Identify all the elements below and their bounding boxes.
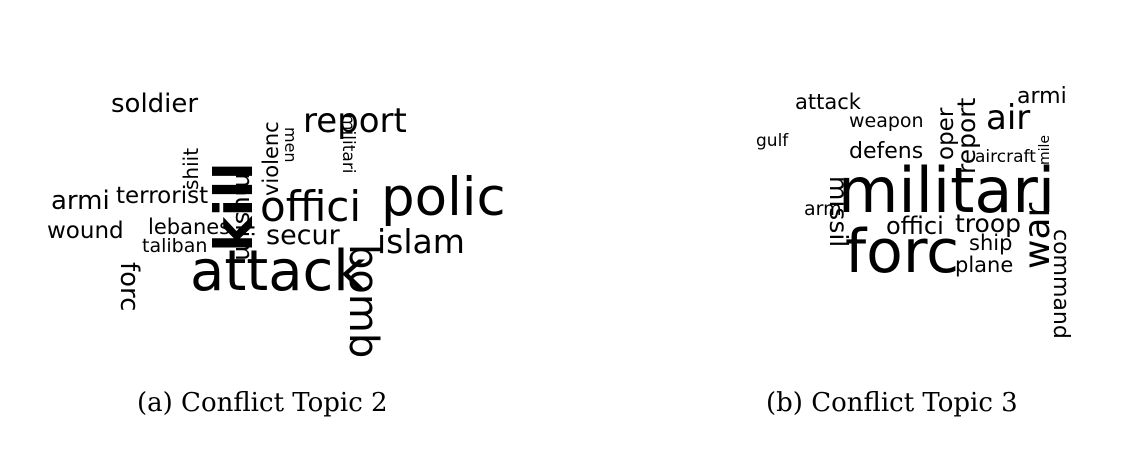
word: plane: [955, 253, 1014, 277]
figure-caption-b: (b) Conflict Topic 3: [766, 388, 1018, 418]
word: soldier: [111, 89, 199, 119]
word: wound: [47, 218, 124, 244]
word: attack: [795, 90, 861, 114]
word: offici: [260, 182, 362, 231]
word: polic: [381, 167, 506, 228]
word: aircraft: [975, 147, 1036, 167]
word: taliban: [142, 235, 208, 257]
word-cloud-conflict-topic-2: soldier muslim men militari report shiit…: [0, 0, 567, 380]
word: defens: [849, 139, 924, 164]
word: armi: [1017, 84, 1067, 109]
word-cloud-conflict-topic-3: attack weapon missil oper report air arm…: [756, 84, 1073, 339]
figure-caption-a: (a) Conflict Topic 2: [137, 388, 388, 418]
word: report: [303, 101, 407, 141]
word: ship: [969, 231, 1013, 255]
word: offici: [886, 212, 944, 240]
word: militari: [838, 154, 1056, 227]
word: armi: [51, 186, 110, 216]
word: lebanes: [148, 215, 231, 239]
word: attack: [190, 239, 366, 304]
word: troop: [955, 209, 1021, 238]
word: gulf: [756, 131, 789, 151]
word: terrorist: [116, 183, 209, 209]
word: arm: [804, 198, 842, 220]
word: war: [1017, 202, 1058, 269]
word: air: [986, 98, 1031, 138]
word: forc: [845, 217, 960, 287]
word: weapon: [849, 110, 924, 132]
word: secur: [266, 220, 340, 251]
word: islam: [377, 222, 465, 261]
